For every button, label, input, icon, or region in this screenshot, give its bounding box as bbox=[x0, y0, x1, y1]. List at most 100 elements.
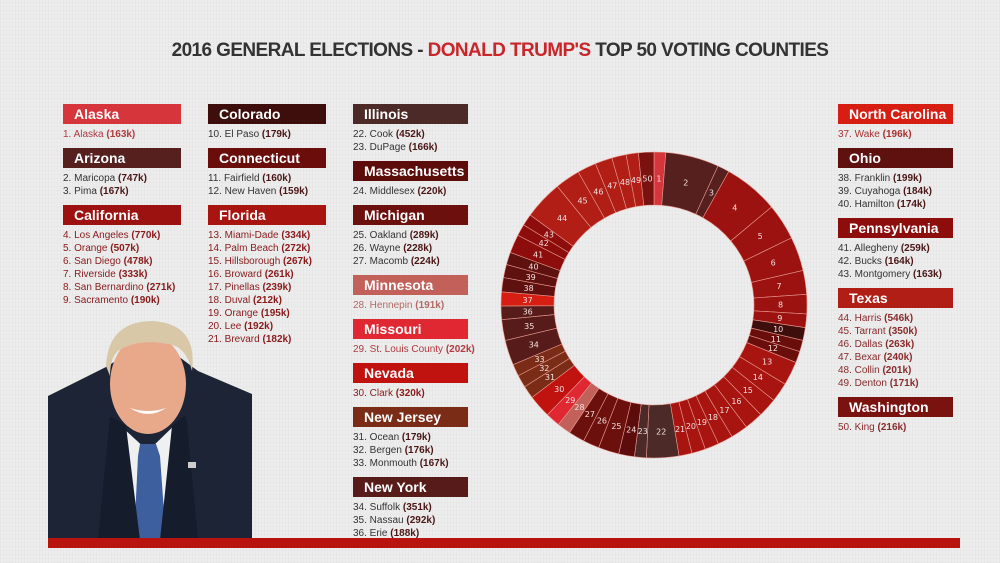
county-name: 24. Middlesex bbox=[353, 186, 418, 197]
state-header: Alaska bbox=[63, 104, 181, 124]
donut-slice-label: 2 bbox=[683, 179, 688, 188]
county-votes: (164k) bbox=[884, 256, 914, 267]
donut-slice-label: 48 bbox=[620, 178, 630, 187]
county-votes: (351k) bbox=[402, 502, 432, 513]
title-part2: TOP 50 VOTING COUNTIES bbox=[590, 40, 829, 61]
county-votes: (770k) bbox=[131, 230, 161, 241]
county-votes: (239k) bbox=[262, 282, 292, 293]
state-header: Michigan bbox=[353, 205, 468, 225]
state-header: Minnesota bbox=[353, 275, 468, 295]
donut-slice-label: 24 bbox=[626, 425, 636, 434]
donut-slice-label: 33 bbox=[534, 355, 544, 364]
county-name: 5. Orange bbox=[63, 243, 111, 254]
county-votes: (163k) bbox=[913, 269, 942, 280]
county-name: 25. Oakland bbox=[353, 230, 410, 241]
county-votes: (160k) bbox=[262, 173, 292, 184]
county-votes: (333k) bbox=[118, 269, 148, 280]
county-item: 7. Riverside (333k) bbox=[63, 268, 181, 281]
county-item: 48. Collin (201k) bbox=[838, 364, 953, 377]
county-votes: (195k) bbox=[260, 308, 290, 319]
county-item: 41. Allegheny (259k) bbox=[838, 242, 953, 255]
state-header: Arizona bbox=[63, 148, 181, 168]
county-name: 41. Allegheny bbox=[838, 243, 901, 254]
county-item: 18. Duval (212k) bbox=[208, 294, 326, 307]
county-votes: (261k) bbox=[264, 269, 294, 280]
county-name: 40. Hamilton bbox=[838, 199, 897, 210]
county-name: 14. Palm Beach bbox=[208, 243, 282, 254]
county-item: 3. Pima (167k) bbox=[63, 185, 181, 198]
donut-slice-label: 39 bbox=[526, 273, 536, 282]
county-item: 23. DuPage (166k) bbox=[353, 141, 468, 154]
county-votes: (166k) bbox=[408, 142, 438, 153]
state-header: Illinois bbox=[353, 104, 468, 124]
county-item: 17. Pinellas (239k) bbox=[208, 281, 326, 294]
county-name: 37. Wake bbox=[838, 129, 883, 140]
donut-slice-label: 1 bbox=[656, 175, 661, 184]
county-votes: (240k) bbox=[883, 352, 913, 363]
county-votes: (190k) bbox=[130, 295, 160, 306]
county-name: 4. Los Angeles bbox=[63, 230, 132, 241]
county-votes: (350k) bbox=[888, 326, 918, 337]
state-group-arizona: Arizona 2. Maricopa (747k) 3. Pima (167k) bbox=[63, 148, 181, 198]
donut-slice-label: 36 bbox=[523, 307, 533, 316]
county-item: 31. Ocean (179k) bbox=[353, 431, 468, 444]
county-item: 1. Alaska (163k) bbox=[63, 128, 181, 141]
donut-slice-label: 31 bbox=[545, 373, 555, 382]
county-item: 13. Miami-Dade (334k) bbox=[208, 229, 326, 242]
county-name: 28. Hennepin bbox=[353, 300, 416, 311]
state-column-2: Colorado 10. El Paso (179k) Connecticut 11.… bbox=[208, 104, 326, 353]
county-item: 27. Macomb (224k) bbox=[353, 255, 468, 268]
county-votes: (216k) bbox=[877, 422, 907, 433]
county-item: 11. Fairfield (160k) bbox=[208, 172, 326, 185]
donut-slice-label: 49 bbox=[631, 176, 641, 185]
county-votes: (192k) bbox=[244, 321, 274, 332]
state-header: North Carolina bbox=[838, 104, 953, 124]
county-votes: (478k) bbox=[123, 256, 153, 267]
donut-slice-label: 30 bbox=[554, 385, 564, 394]
county-item: 37. Wake (196k) bbox=[838, 128, 953, 141]
county-item: 5. Orange (507k) bbox=[63, 242, 181, 255]
county-votes: (507k) bbox=[110, 243, 140, 254]
donut-slice-label: 41 bbox=[533, 250, 543, 259]
county-name: 22. Cook bbox=[353, 129, 396, 140]
face bbox=[110, 334, 186, 434]
county-name: 31. Ocean bbox=[353, 432, 402, 443]
county-name: 17. Pinellas bbox=[208, 282, 263, 293]
county-name: 38. Franklin bbox=[838, 173, 894, 184]
county-item: 28. Hennepin (191k) bbox=[353, 299, 468, 312]
county-item: 36. Erie (188k) bbox=[353, 527, 468, 540]
county-votes: (179k) bbox=[261, 129, 291, 140]
county-item: 50. King (216k) bbox=[838, 421, 953, 434]
county-name: 18. Duval bbox=[208, 295, 254, 306]
county-votes: (179k) bbox=[401, 432, 431, 443]
county-name: 12. New Haven bbox=[208, 186, 280, 197]
county-name: 19. Orange bbox=[208, 308, 261, 319]
county-name: 36. Erie bbox=[353, 528, 391, 539]
donut-slice-label: 46 bbox=[593, 187, 603, 196]
state-header: New Jersey bbox=[353, 407, 468, 427]
state-group-new-jersey: New Jersey 31. Ocean (179k) 32. Bergen (17… bbox=[353, 407, 468, 470]
county-name: 23. DuPage bbox=[353, 142, 409, 153]
county-votes: (267k) bbox=[283, 256, 312, 267]
donut-slice-label: 40 bbox=[528, 262, 538, 271]
donut-slice-label: 44 bbox=[557, 214, 567, 223]
county-item: 32. Bergen (176k) bbox=[353, 444, 468, 457]
county-name: 10. El Paso bbox=[208, 129, 262, 140]
county-name: 29. St. Louis County bbox=[353, 344, 446, 355]
county-votes: (452k) bbox=[395, 129, 425, 140]
county-votes: (292k) bbox=[406, 515, 436, 526]
county-votes: (176k) bbox=[404, 445, 434, 456]
county-name: 35. Nassau bbox=[353, 515, 407, 526]
county-votes: (167k) bbox=[99, 186, 129, 197]
county-name: 30. Clark bbox=[353, 388, 396, 399]
county-item: 33. Monmouth (167k) bbox=[353, 457, 468, 470]
donut-slice-label: 43 bbox=[544, 231, 554, 240]
donut-slice-label: 50 bbox=[642, 175, 652, 184]
county-name: 16. Broward bbox=[208, 269, 265, 280]
county-name: 20. Lee bbox=[208, 321, 245, 332]
donut-slice-label: 8 bbox=[778, 300, 783, 309]
county-item: 24. Middlesex (220k) bbox=[353, 185, 468, 198]
candidate-photo bbox=[48, 321, 252, 540]
donut-slice-label: 17 bbox=[719, 406, 729, 415]
state-group-missouri: Missouri 29. St. Louis County (202k) bbox=[353, 319, 475, 356]
